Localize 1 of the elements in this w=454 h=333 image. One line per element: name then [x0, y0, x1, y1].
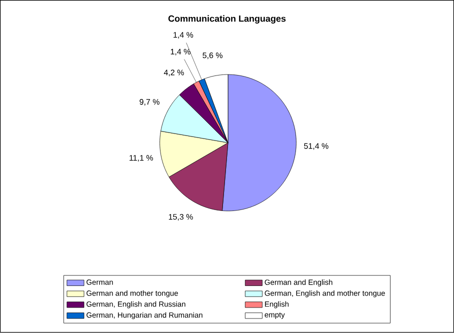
chart-title: Communication Languages — [168, 15, 286, 24]
